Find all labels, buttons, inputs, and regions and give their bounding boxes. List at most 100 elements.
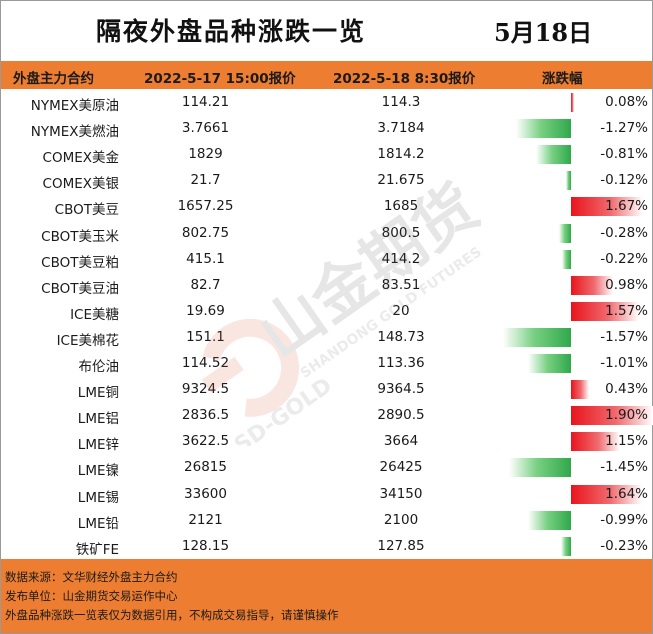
table-body: NYMEX美原油 114.21 114.3 0.08% NYMEX美燃油 3.7661 3.… <box>1 89 653 559</box>
price-1: 2121 <box>188 511 223 528</box>
contract-name: ICE美棉花 <box>56 332 119 349</box>
change-bar <box>528 510 571 530</box>
contract-name: CBOT美玉米 <box>41 228 119 245</box>
change-percent: 0.08% <box>605 94 648 110</box>
price-1: 3.7661 <box>181 120 230 137</box>
table-row: LME铜 9324.5 9364.5 0.43% <box>1 376 652 402</box>
table-row: 铁矿FE 128.15 127.85 -0.23% <box>1 533 652 559</box>
price-2: 114.3 <box>381 94 421 110</box>
price-1: 82.7 <box>190 276 221 293</box>
change-bar <box>571 197 643 217</box>
table-row: CBOT美豆油 82.7 83.51 0.98% <box>1 272 652 298</box>
price-2: 1685 <box>383 198 419 215</box>
table-row: NYMEX美燃油 3.7661 3.7184 -1.27% <box>1 115 652 141</box>
contract-name: NYMEX美燃油 <box>30 124 119 141</box>
contract-name: CBOT美豆油 <box>41 280 119 297</box>
contract-name: COMEX美金 <box>42 150 119 167</box>
price-1: 128.15 <box>181 537 230 554</box>
contract-name: COMEX美银 <box>42 176 119 193</box>
footer-source: 数据来源：文华财经外盘主力合约 <box>5 570 178 584</box>
change-percent: -1.45% <box>600 459 648 476</box>
price-2: 34150 <box>379 485 423 502</box>
report-date: 5月18日 <box>494 18 593 47</box>
change-bar <box>516 119 571 139</box>
price-2: 3664 <box>383 433 419 450</box>
change-bar <box>561 536 571 556</box>
table-row: LME锌 3622.5 3664 1.15% <box>1 428 652 454</box>
change-bar <box>565 171 571 191</box>
price-1: 114.21 <box>181 94 230 110</box>
price-1: 2836.5 <box>181 407 230 424</box>
contract-name: ICE美糖 <box>70 306 119 323</box>
table-row: LME铝 2836.5 2890.5 1.90% <box>1 402 653 428</box>
price-1: 3622.5 <box>181 433 230 450</box>
footer-disclaimer: 外盘品种涨跌一览表仅为数据引用，不构成交易指导，请谨慎操作 <box>5 608 339 622</box>
change-percent: -0.28% <box>600 224 648 241</box>
price-1: 19.69 <box>186 302 225 319</box>
footer: 数据来源：文华财经外盘主力合约 发布单位：山金期货交易运作中心 外盘品种涨跌一览… <box>1 559 652 633</box>
change-bar <box>571 432 621 452</box>
change-bar <box>536 145 571 165</box>
contract-name: LME铜 <box>77 385 119 402</box>
change-bar <box>527 354 571 373</box>
change-bar <box>571 275 614 295</box>
contract-name: LME镍 <box>77 463 119 480</box>
change-percent: -0.99% <box>600 511 648 528</box>
price-2: 9364.5 <box>377 381 425 398</box>
change-bar <box>571 301 639 321</box>
table-row: CBOT美玉米 802.75 800.5 -0.28% <box>1 220 652 246</box>
table-row: LME镍 26815 26425 -1.45% <box>1 454 652 480</box>
change-bar <box>571 406 653 426</box>
change-percent: 1.90% <box>605 407 648 424</box>
price-2: 2100 <box>383 511 419 528</box>
table-row: COMEX美金 1829 1814.2 -0.81% <box>1 141 652 167</box>
contract-name: NYMEX美原油 <box>30 98 119 114</box>
change-percent: -1.27% <box>600 120 648 137</box>
change-percent: -0.81% <box>600 146 648 163</box>
header-price-1: 2022-5-17 15:00报价 <box>144 71 296 87</box>
contract-name: 铁矿FE <box>75 541 119 558</box>
change-bar <box>571 93 575 112</box>
price-2: 20 <box>392 302 410 319</box>
change-bar <box>561 249 571 269</box>
page-title: 隔夜外盘品种涨跌一览 <box>96 17 367 46</box>
table-row: LME铅 2121 2100 -0.99% <box>1 507 652 533</box>
price-2: 83.51 <box>381 276 421 293</box>
table-row: ICE美棉花 151.1 148.73 -1.57% <box>1 324 652 350</box>
change-bar <box>558 223 571 243</box>
contract-name: LME锡 <box>77 489 119 506</box>
price-1: 802.75 <box>181 224 230 241</box>
price-2: 800.5 <box>381 224 421 241</box>
price-2: 26425 <box>379 459 423 476</box>
change-bar <box>571 484 642 504</box>
price-1: 114.52 <box>181 355 230 371</box>
price-1: 21.7 <box>190 172 221 189</box>
price-1: 26815 <box>184 459 227 476</box>
table-row: NYMEX美原油 114.21 114.3 0.08% <box>1 89 652 115</box>
change-percent: -0.23% <box>600 537 648 554</box>
change-percent: -0.12% <box>600 172 648 189</box>
price-1: 9324.5 <box>181 381 230 398</box>
change-percent: 1.57% <box>605 302 648 319</box>
change-percent: 1.64% <box>605 485 648 502</box>
table-row: 布伦油 114.52 113.36 -1.01% <box>1 350 652 376</box>
price-1: 151.1 <box>186 328 225 345</box>
footer-publisher: 发布单位：山金期货交易运作中心 <box>5 589 178 603</box>
change-percent: 0.43% <box>605 381 648 398</box>
table-row: CBOT美豆 1657.25 1685 1.67% <box>1 193 652 219</box>
price-1: 1657.25 <box>177 198 234 215</box>
contract-name: CBOT美豆粕 <box>41 254 119 271</box>
table-row: LME锡 33600 34150 1.64% <box>1 481 652 507</box>
price-1: 33600 <box>184 485 227 502</box>
table-row: COMEX美银 21.7 21.675 -0.12% <box>1 167 652 193</box>
title-bar: 隔夜外盘品种涨跌一览 5月18日 <box>1 1 652 61</box>
header-change: 涨跌幅 <box>542 71 583 87</box>
change-percent: -1.57% <box>600 328 648 345</box>
header-price-2: 2022-5-18 8:30报价 <box>333 71 476 87</box>
contract-name: LME锌 <box>77 437 119 454</box>
price-2: 3.7184 <box>377 120 425 137</box>
table-header: 外盘主力合约 2022-5-17 15:00报价 2022-5-18 8:30报… <box>1 61 652 89</box>
price-1: 1829 <box>188 146 223 163</box>
table-row: ICE美糖 19.69 20 1.57% <box>1 298 652 324</box>
